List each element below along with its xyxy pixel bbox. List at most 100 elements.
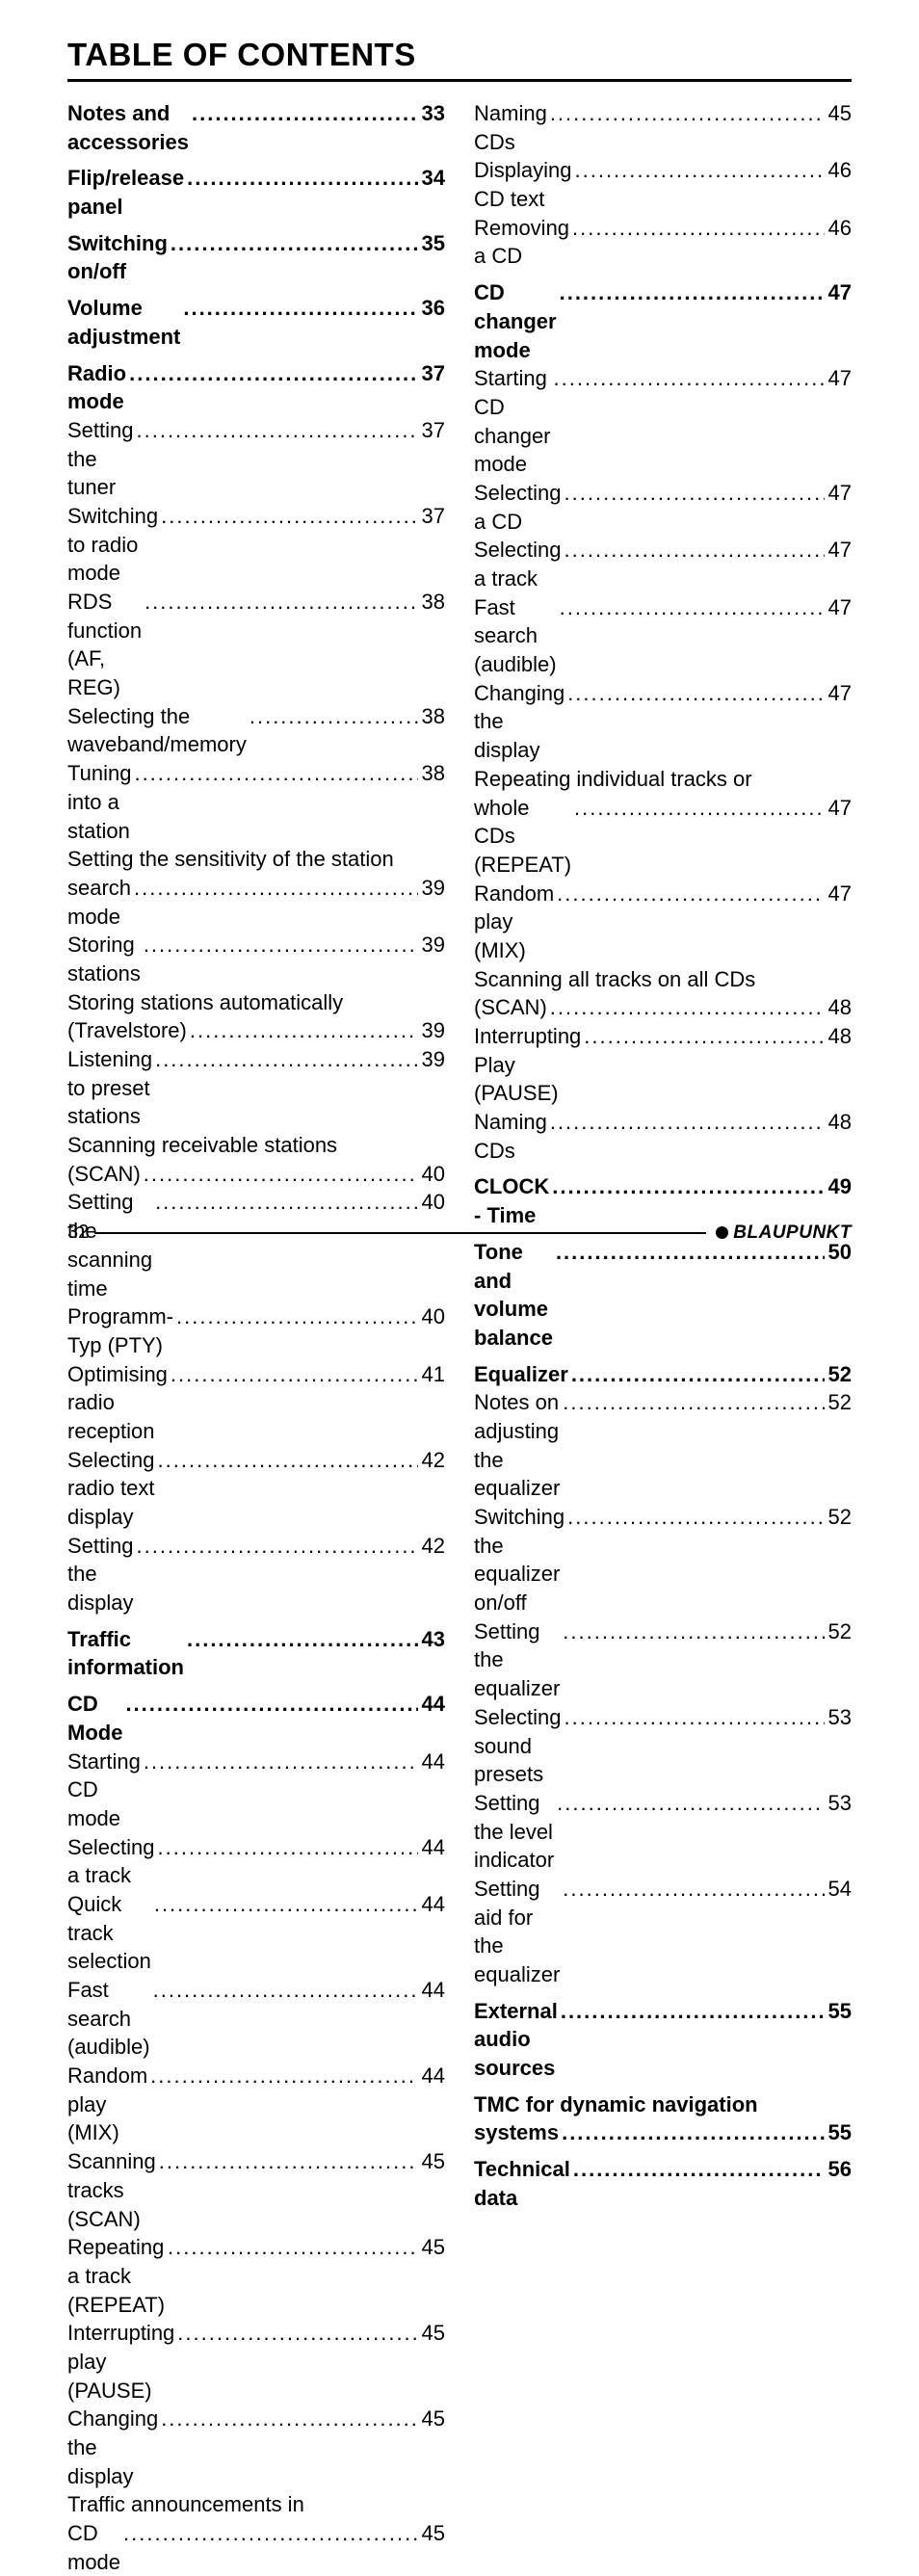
toc-leader-dots: ........................................… bbox=[156, 2147, 418, 2176]
page-title: TABLE OF CONTENTS bbox=[67, 37, 852, 82]
toc-label: Starting CD changer mode bbox=[474, 364, 551, 479]
toc-leader-dots: ........................................… bbox=[134, 416, 418, 445]
toc-label: Setting the equalizer bbox=[474, 1617, 560, 1703]
toc-entry: Storing stations .......................… bbox=[67, 931, 445, 987]
toc-leader-dots: ........................................… bbox=[168, 229, 418, 258]
toc-leader-dots: ........................................… bbox=[155, 1833, 418, 1862]
toc-entry: Selecting the waveband/memory ..........… bbox=[67, 702, 445, 759]
toc-label: TMC for dynamic navigation bbox=[474, 2090, 758, 2119]
toc-label: Traffic announcements in bbox=[67, 2490, 304, 2519]
toc-leader-dots: ........................................… bbox=[559, 2118, 824, 2147]
toc-leader-dots: ........................................… bbox=[560, 1875, 824, 1904]
toc-entry: Setting the display ....................… bbox=[67, 1532, 445, 1617]
toc-page-number: 37 bbox=[418, 416, 445, 445]
toc-page-number: 44 bbox=[418, 1833, 445, 1862]
toc-leader-dots: ........................................… bbox=[581, 1022, 824, 1051]
toc-leader-dots: ........................................… bbox=[141, 931, 418, 959]
toc-label: Repeating individual tracks or bbox=[474, 765, 752, 794]
toc-leader-dots: ........................................… bbox=[562, 1703, 825, 1732]
toc-label: Equalizer bbox=[474, 1360, 568, 1389]
toc-page-number: 47 bbox=[825, 364, 852, 393]
toc-leader-dots: ........................................… bbox=[142, 588, 417, 617]
page-number: 32 bbox=[67, 1222, 89, 1244]
toc-page-number: 52 bbox=[825, 1388, 852, 1417]
toc-entry: Random play (MIX) ......................… bbox=[474, 880, 852, 965]
toc-leader-dots: ........................................… bbox=[173, 1302, 418, 1331]
toc-entry: Setting aid for the equalizer ..........… bbox=[474, 1875, 852, 1989]
toc-leader-dots: ........................................… bbox=[158, 502, 417, 531]
toc-leader-dots: ........................................… bbox=[565, 679, 824, 708]
toc-entry: Notes and accessories ..................… bbox=[67, 99, 445, 156]
toc-page-number: 38 bbox=[418, 588, 445, 617]
toc-label: Setting the sensitivity of the station bbox=[67, 845, 394, 874]
toc-entry: TMC for dynamic navigation .............… bbox=[474, 2090, 852, 2119]
toc-entry: Starting CD changer mode ...............… bbox=[474, 364, 852, 479]
toc-entry: Flip/release panel .....................… bbox=[67, 164, 445, 221]
toc-entry: Interrupting Play (PAUSE) ..............… bbox=[474, 1022, 852, 1108]
toc-entry: Interrupting play (PAUSE) ..............… bbox=[67, 2319, 445, 2405]
toc-page-number: 41 bbox=[418, 1360, 445, 1389]
toc-label: Setting the level indicator bbox=[474, 1789, 554, 1875]
toc-leader-dots: ........................................… bbox=[122, 1690, 417, 1719]
toc-page-number: 45 bbox=[418, 2319, 445, 2348]
toc-leader-dots: ........................................… bbox=[247, 702, 418, 731]
toc-label: Repeating a track (REPEAT) bbox=[67, 2233, 165, 2319]
toc-leader-dots: ........................................… bbox=[141, 1748, 418, 1776]
toc-label: Selecting a track bbox=[67, 1833, 155, 1890]
toc-entry: Naming CDs .............................… bbox=[474, 99, 852, 156]
toc-label: (SCAN) bbox=[474, 993, 547, 1022]
toc-leader-dots: ........................................… bbox=[189, 99, 418, 128]
toc-entry: Random play (MIX) ......................… bbox=[67, 2062, 445, 2147]
toc-leader-dots: ........................................… bbox=[568, 1360, 825, 1389]
toc-entry: Tone and volume balance ................… bbox=[474, 1238, 852, 1353]
toc-leader-dots: ........................................… bbox=[152, 1188, 417, 1217]
toc-label: (Travelstore) bbox=[67, 1016, 187, 1045]
toc-entry: Selecting sound presets ................… bbox=[474, 1703, 852, 1789]
toc-label: External audio sources bbox=[474, 1997, 558, 2083]
toc-page-number: 55 bbox=[825, 1997, 852, 2026]
toc-leader-dots: ........................................… bbox=[168, 1360, 418, 1389]
toc-entry: CD Mode ................................… bbox=[67, 1690, 445, 1747]
toc-entry: Changing the display ...................… bbox=[67, 2405, 445, 2490]
toc-label: Programm-Typ (PTY) bbox=[67, 1302, 173, 1359]
toc-label: Traffic information bbox=[67, 1625, 184, 1682]
toc-page-number: 37 bbox=[418, 502, 445, 531]
toc-entry: Quick track selection ..................… bbox=[67, 1890, 445, 1976]
toc-entry: Starting CD mode .......................… bbox=[67, 1748, 445, 1833]
toc-page-number: 47 bbox=[825, 794, 852, 823]
toc-leader-dots: ........................................… bbox=[562, 536, 825, 565]
toc-label: Selecting the waveband/memory bbox=[67, 702, 247, 759]
toc-leader-dots: ........................................… bbox=[558, 1997, 825, 2026]
toc-entry: CD changer mode ........................… bbox=[474, 278, 852, 364]
toc-label: Quick track selection bbox=[67, 1890, 151, 1976]
page-footer: 32 BLAUPUNKT bbox=[67, 1222, 852, 1244]
toc-leader-dots: ........................................… bbox=[572, 156, 825, 185]
toc-page-number: 48 bbox=[825, 1108, 852, 1137]
toc-leader-dots: ........................................… bbox=[134, 1532, 418, 1561]
toc-entry: Fast search (audible) ..................… bbox=[67, 1976, 445, 2062]
toc-leader-dots: ........................................… bbox=[131, 874, 417, 903]
toc-entry: Technical data .........................… bbox=[474, 2155, 852, 2212]
toc-entry: (Travelstore) ..........................… bbox=[67, 1016, 445, 1045]
toc-column-left: Notes and accessories ..................… bbox=[67, 99, 445, 2576]
toc-label: Scanning receivable stations bbox=[67, 1131, 337, 1160]
toc-page-number: 47 bbox=[825, 880, 852, 908]
toc-page-number: 45 bbox=[825, 99, 852, 128]
toc-label: Displaying CD text bbox=[474, 156, 572, 213]
toc-leader-dots: ........................................… bbox=[174, 2319, 417, 2348]
toc-entry: Changing the display ...................… bbox=[474, 679, 852, 765]
toc-label: Selecting a CD bbox=[474, 479, 562, 536]
toc-label: Starting CD mode bbox=[67, 1748, 141, 1833]
toc-leader-dots: ........................................… bbox=[547, 993, 825, 1022]
toc-entry: (SCAN) .................................… bbox=[67, 1160, 445, 1189]
toc-page-number: 45 bbox=[418, 2233, 445, 2262]
toc-label: Changing the display bbox=[67, 2405, 158, 2490]
toc-page-number: 46 bbox=[825, 214, 852, 243]
toc-label: Storing stations bbox=[67, 931, 141, 987]
toc-leader-dots: ........................................… bbox=[158, 2405, 417, 2433]
toc-entry: Listening to preset stations ...........… bbox=[67, 1045, 445, 1131]
toc-label: CD changer mode bbox=[474, 278, 557, 364]
toc-leader-dots: ........................................… bbox=[180, 294, 417, 323]
toc-entry: Displaying CD text .....................… bbox=[474, 156, 852, 213]
toc-page-number: 42 bbox=[418, 1532, 445, 1561]
